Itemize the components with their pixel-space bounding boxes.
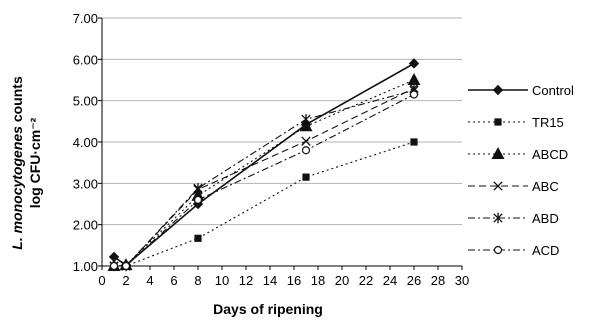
y-tick-label: 4.00 (73, 135, 98, 150)
legend-marker-abc (493, 181, 503, 191)
x-tick-label: 4 (146, 273, 153, 288)
y-tick-label: 5.00 (73, 94, 98, 109)
data-point-abd (301, 114, 311, 125)
data-point-acd (109, 261, 119, 271)
series-line-control (113, 62, 415, 267)
x-tick-label: 26 (407, 273, 421, 288)
y-tick-label: 7.00 (73, 11, 98, 26)
x-tick-label: 22 (359, 273, 373, 288)
data-point-acd (301, 146, 311, 155)
series-layer (107, 58, 421, 272)
gridlines (102, 17, 462, 267)
x-tick-label: 8 (194, 273, 201, 288)
series-control (108, 58, 420, 271)
legend: Control TR15 ABCD ABC ABD ACD (468, 83, 574, 258)
series-line-abc (114, 87, 415, 267)
legend-entry-acd: ACD (468, 243, 559, 258)
legend-label: ACD (532, 243, 559, 258)
x-tick-label: 28 (431, 273, 445, 288)
legend-marker-abcd (491, 147, 505, 159)
data-point-acd (409, 90, 419, 99)
series-line-abd (114, 89, 415, 267)
data-point-acd (121, 261, 131, 271)
y-axis-title-counts: counts (9, 76, 25, 126)
legend-label: ABD (532, 211, 559, 226)
legend-marker-tr15 (494, 118, 502, 126)
data-point-abcd (407, 73, 421, 85)
data-point-tr15 (194, 234, 202, 242)
legend-entry-control: Control (468, 83, 574, 98)
x-tick-label: 14 (263, 273, 277, 288)
data-point-control (192, 198, 204, 210)
legend-label: Control (532, 83, 574, 98)
data-point-abc (301, 136, 311, 146)
x-tick-label: 30 (455, 273, 469, 288)
y-tick-label: 3.00 (73, 176, 98, 191)
legend-marker-acd (493, 245, 503, 255)
data-point-abcd (299, 119, 313, 132)
y-axis-title-organism: L. monocytogenes (9, 126, 25, 250)
x-tick-label: 16 (287, 273, 301, 288)
data-point-abd (193, 183, 203, 194)
series-line-tr15 (114, 141, 415, 267)
x-tick-label: 20 (335, 273, 349, 288)
y-axis-title-line2: log CFU·cm⁻² (27, 117, 43, 208)
data-point-control (108, 251, 120, 263)
data-point-control (408, 58, 420, 69)
y-tick-label: 1.00 (73, 259, 98, 274)
legend-entry-tr15: TR15 (468, 115, 564, 130)
y-tick-label: 6.00 (73, 52, 98, 67)
series-tr15 (110, 138, 418, 270)
legend-entry-abc: ABC (468, 179, 559, 194)
legend-entry-abcd: ABCD (468, 147, 568, 162)
series-line-acd (114, 94, 415, 267)
x-tick-label: 12 (239, 273, 253, 288)
y-tick-label: 2.00 (73, 218, 98, 233)
x-tick-label: 18 (311, 273, 325, 288)
data-point-tr15 (410, 138, 418, 146)
x-tick-label: 10 (215, 273, 229, 288)
x-tick-label: 0 (98, 273, 105, 288)
x-tick-label: 6 (170, 273, 177, 288)
legend-entry-abd: ABD (468, 211, 559, 226)
y-axis-title-line1: L. monocytogenes counts (9, 76, 25, 250)
x-tick-label: 24 (383, 273, 397, 288)
data-point-tr15 (302, 173, 310, 181)
legend-label: TR15 (532, 115, 564, 130)
legend-label: ABCD (532, 147, 568, 162)
series-acd (109, 90, 419, 271)
series-abc (109, 83, 419, 271)
legend-label: ABC (532, 179, 559, 194)
axes: 1.002.003.004.005.006.007.000 2 4 6 8 10 12 14 1… (73, 11, 470, 288)
x-axis-title: Days of ripening (213, 301, 323, 317)
legend-marker-control (492, 84, 504, 96)
data-point-acd (193, 195, 203, 204)
series-abd (109, 85, 419, 272)
legend-marker-abd (493, 212, 503, 224)
x-tick-label: 2 (122, 273, 129, 288)
